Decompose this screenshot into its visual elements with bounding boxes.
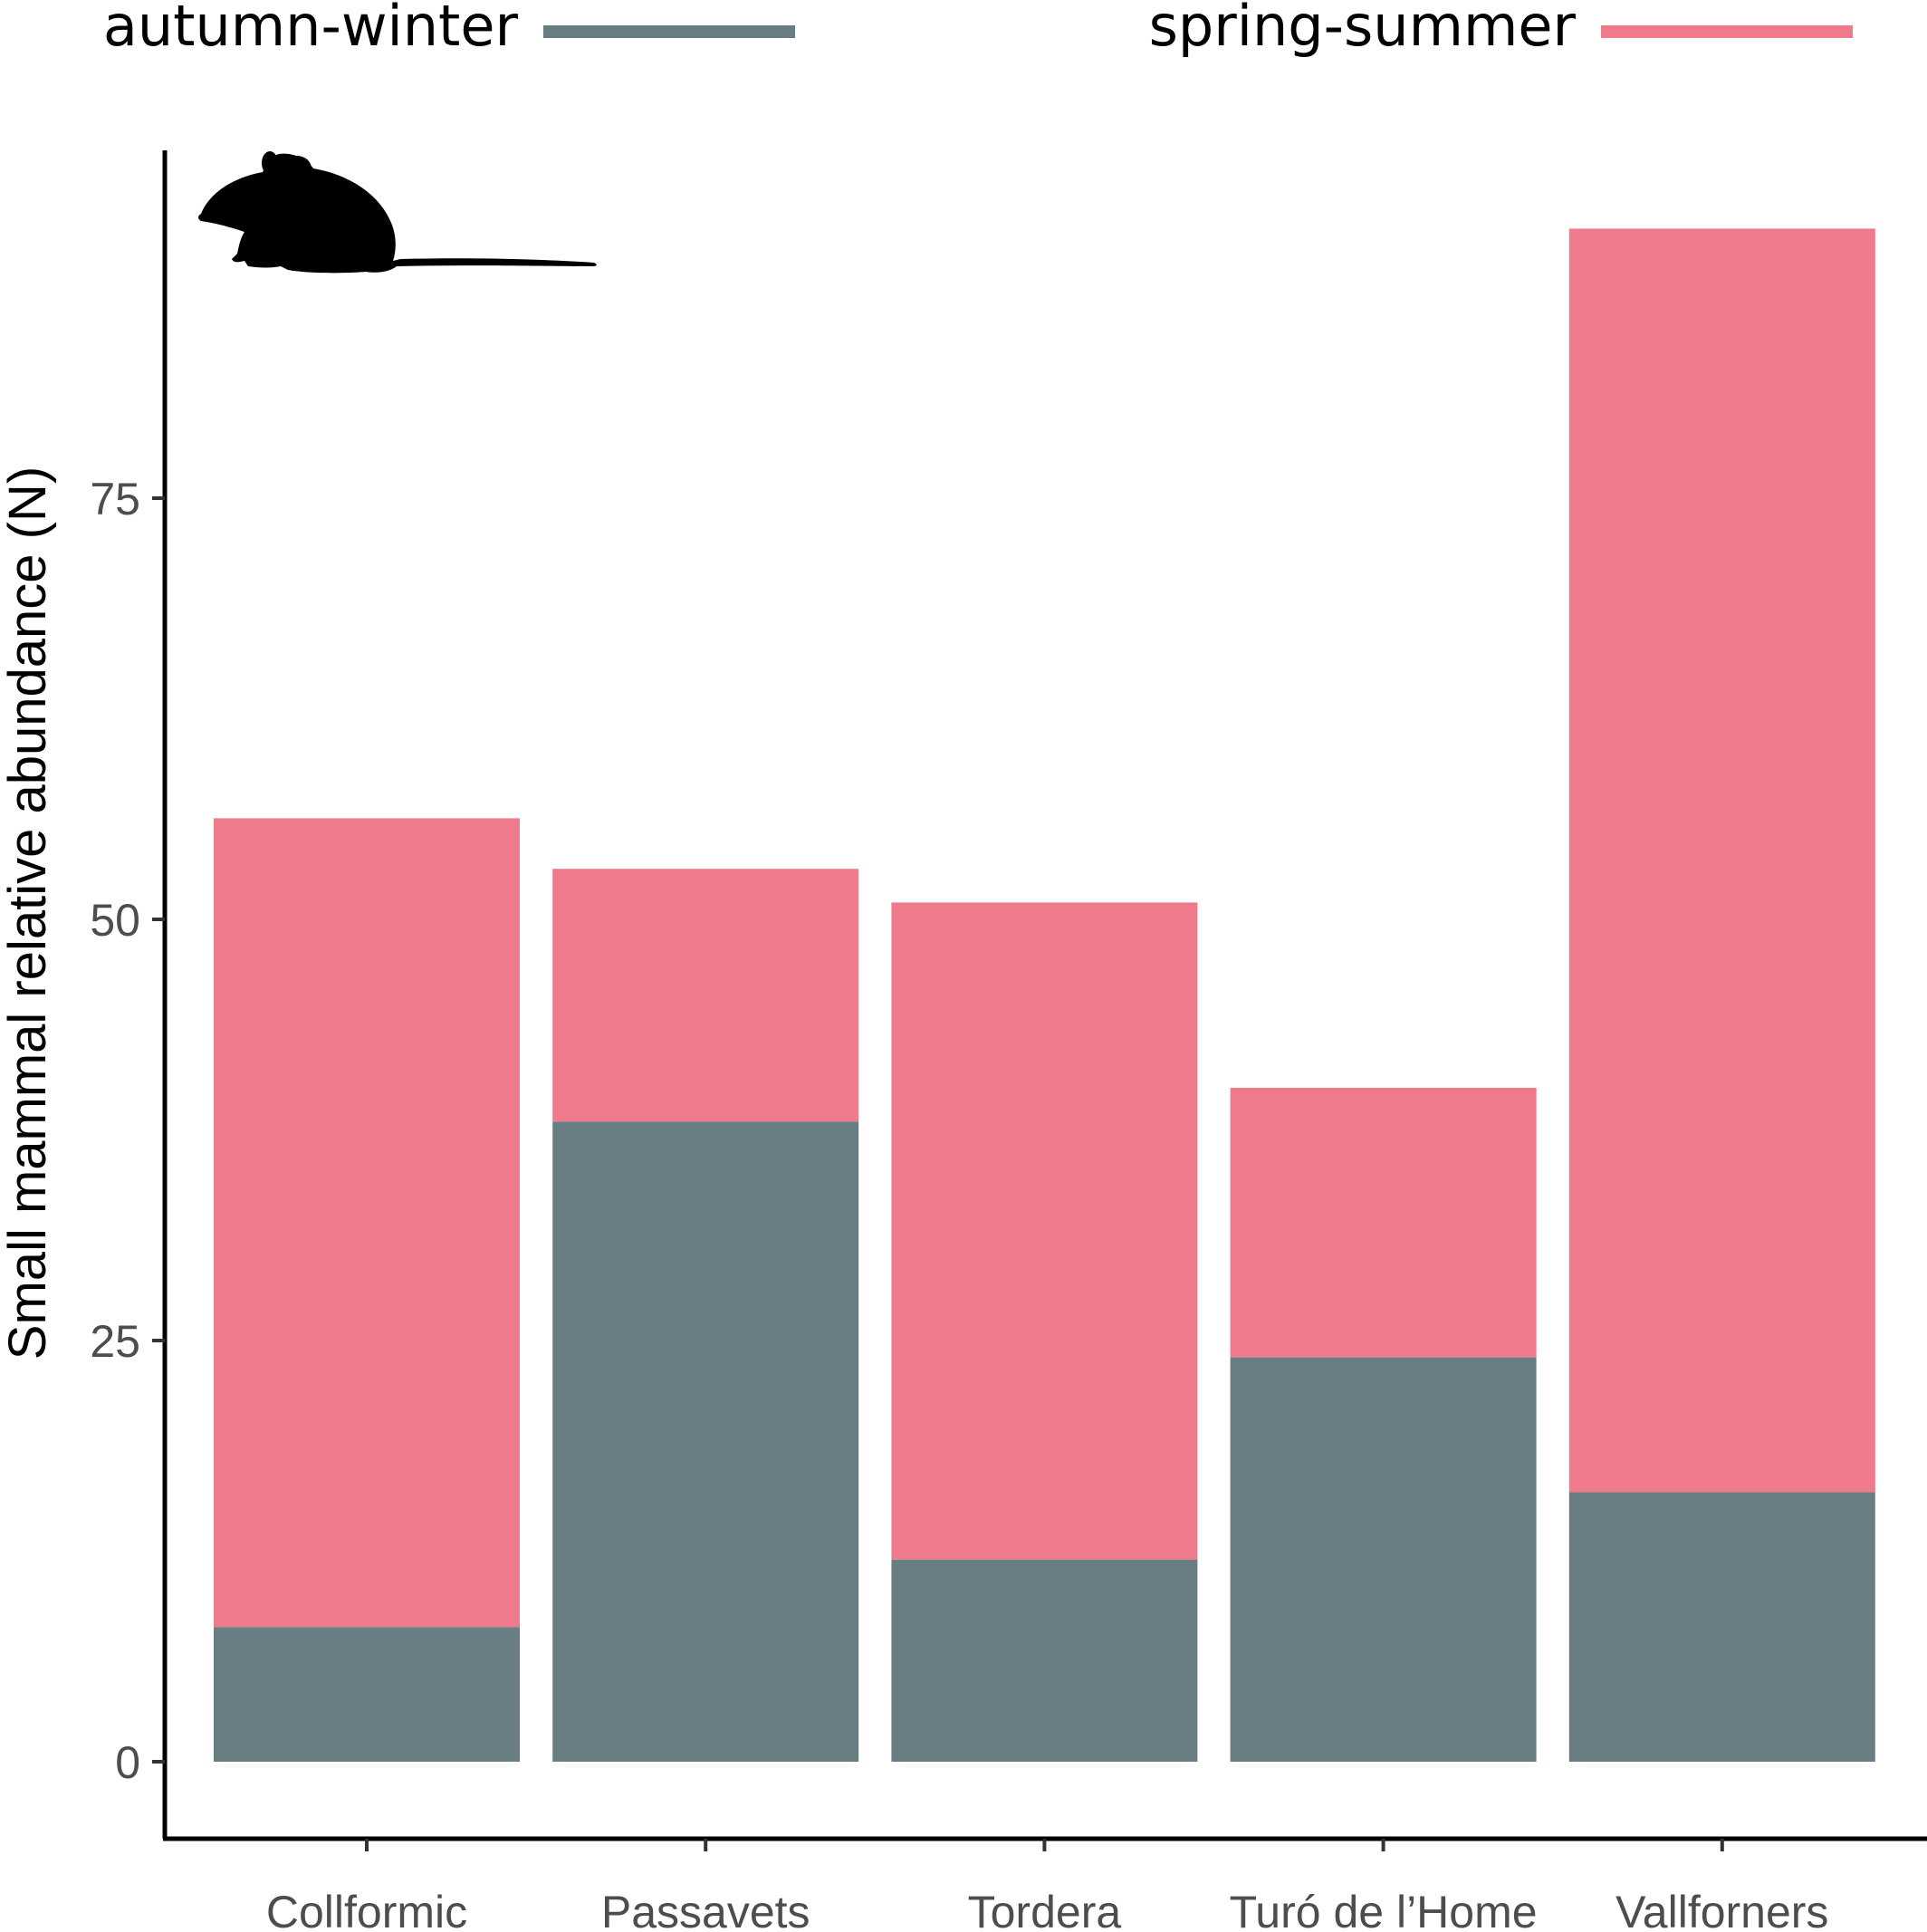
legend: autumn-winter spring-summer (103, 0, 1853, 59)
x-tick-label: Collformic (266, 1887, 467, 1932)
bar-spring-summer-2 (891, 902, 1198, 1560)
bar-spring-summer-3 (1230, 1088, 1537, 1358)
bar-autumn-winter-4 (1568, 1492, 1875, 1762)
legend-label-spring-summer: spring-summer (1149, 0, 1577, 59)
bar-spring-summer-0 (214, 818, 520, 1628)
y-tick-label: 25 (90, 1316, 140, 1367)
x-tick-label: Turó de l’Home (1230, 1887, 1538, 1932)
bar-autumn-winter-1 (552, 1121, 859, 1762)
y-tick-label: 0 (115, 1737, 140, 1788)
x-tick-label: Passavets (601, 1887, 810, 1932)
y-axis-ticks: 0 25 50 75 (90, 474, 165, 1788)
bar-autumn-winter-2 (891, 1559, 1198, 1762)
y-tick-label: 50 (90, 895, 140, 946)
legend-label-autumn-winter: autumn-winter (103, 0, 519, 59)
x-tick-label: Tordera (968, 1887, 1122, 1932)
y-axis-title: Small mammal relative abundance (N) (0, 466, 57, 1360)
x-axis-ticks: Collformic Passavets Tordera Turó de l’Home… (266, 1839, 1828, 1932)
bar-spring-summer-1 (552, 869, 859, 1122)
y-tick-label: 75 (90, 474, 140, 524)
x-tick-label: Vallforners (1615, 1887, 1828, 1932)
mouse-silhouette-icon (198, 151, 597, 274)
bar-autumn-winter-0 (214, 1627, 520, 1762)
bar-autumn-winter-3 (1230, 1357, 1537, 1762)
bar-spring-summer-4 (1568, 228, 1875, 1493)
bars (214, 228, 1875, 1762)
